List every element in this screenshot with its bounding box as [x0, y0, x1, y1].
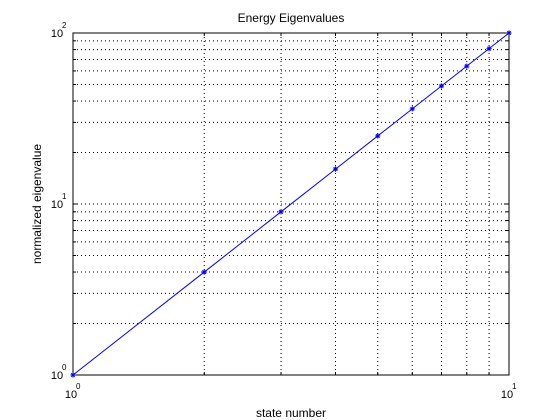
data-point — [375, 133, 381, 139]
series-line — [72, 32, 510, 376]
data-point — [486, 46, 492, 52]
x-tick-label: 100 — [65, 382, 81, 401]
y-tick-label: 100 — [51, 363, 67, 382]
x-tick-label-base: 10 — [65, 389, 77, 401]
data-point — [506, 30, 512, 36]
y-tick-label-exponent: 0 — [62, 363, 67, 372]
y-tick-label-exponent: 1 — [62, 192, 67, 201]
y-tick-label-base: 10 — [51, 370, 63, 382]
x-tick-label-exponent: 1 — [512, 382, 517, 391]
data-point — [464, 63, 470, 69]
data-point — [278, 209, 284, 215]
y-tick-label-exponent: 2 — [62, 21, 67, 30]
series — [70, 30, 512, 378]
y-axis-label: normalized eigenvalue — [30, 144, 44, 264]
data-point — [332, 166, 339, 172]
x-tick-label-base: 10 — [501, 389, 513, 401]
data-point — [201, 269, 207, 275]
ticks — [72, 32, 510, 376]
y-tick-label-base: 10 — [51, 28, 63, 40]
grid — [73, 33, 509, 375]
x-axis-label: state number — [256, 406, 326, 420]
x-tick-label-exponent: 0 — [76, 382, 81, 391]
data-point — [409, 106, 415, 112]
y-tick-label: 102 — [51, 21, 67, 40]
y-tick-label-base: 10 — [51, 199, 63, 211]
x-tick-label: 101 — [501, 382, 517, 401]
chart-title: Energy Eigenvalues — [238, 11, 345, 25]
data-point — [438, 83, 445, 89]
y-tick-label: 101 — [51, 192, 67, 211]
data-point — [70, 372, 76, 378]
